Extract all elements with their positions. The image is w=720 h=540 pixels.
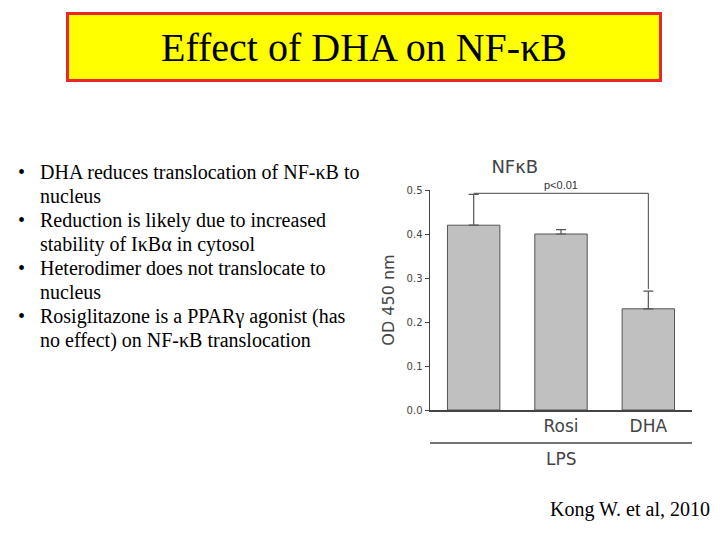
svg-text:NFκB: NFκB: [491, 156, 538, 177]
html-text:Effect of DHA on NF-κB: Effect of DHA on NF-κB: [161, 24, 567, 70]
svg-text:DHA: DHA: [630, 416, 668, 436]
svg-text:OD 450 nm: OD 450 nm: [379, 254, 398, 345]
html-text:Reduction is likely due to inc: Reduction is likely due to increased sta…: [40, 209, 326, 255]
svg-text:Rosi: Rosi: [543, 416, 578, 436]
html-text:Rosiglitazone is a PPARγ agoni: Rosiglitazone is a PPARγ agonist (has no…: [40, 305, 346, 351]
html-text:DHA reduces translocation of N: DHA reduces translocation of NF-κB to nu…: [40, 161, 360, 207]
html-text:Heterodimer does not transloca: Heterodimer does not translocate to nucl…: [40, 257, 326, 303]
svg-text:p<0.01: p<0.01: [544, 179, 578, 191]
svg-text:0.3: 0.3: [407, 273, 423, 284]
svg-text:LPS: LPS: [546, 449, 577, 469]
svg-text:0.4: 0.4: [407, 229, 423, 240]
html-text:Kong W. et al, 2010: Kong W. et al, 2010: [550, 498, 710, 520]
svg-text:0.2: 0.2: [407, 317, 423, 328]
svg-text:0.5: 0.5: [407, 185, 423, 196]
svg-text:0.0: 0.0: [407, 405, 423, 416]
svg-text:0.1: 0.1: [407, 361, 423, 372]
